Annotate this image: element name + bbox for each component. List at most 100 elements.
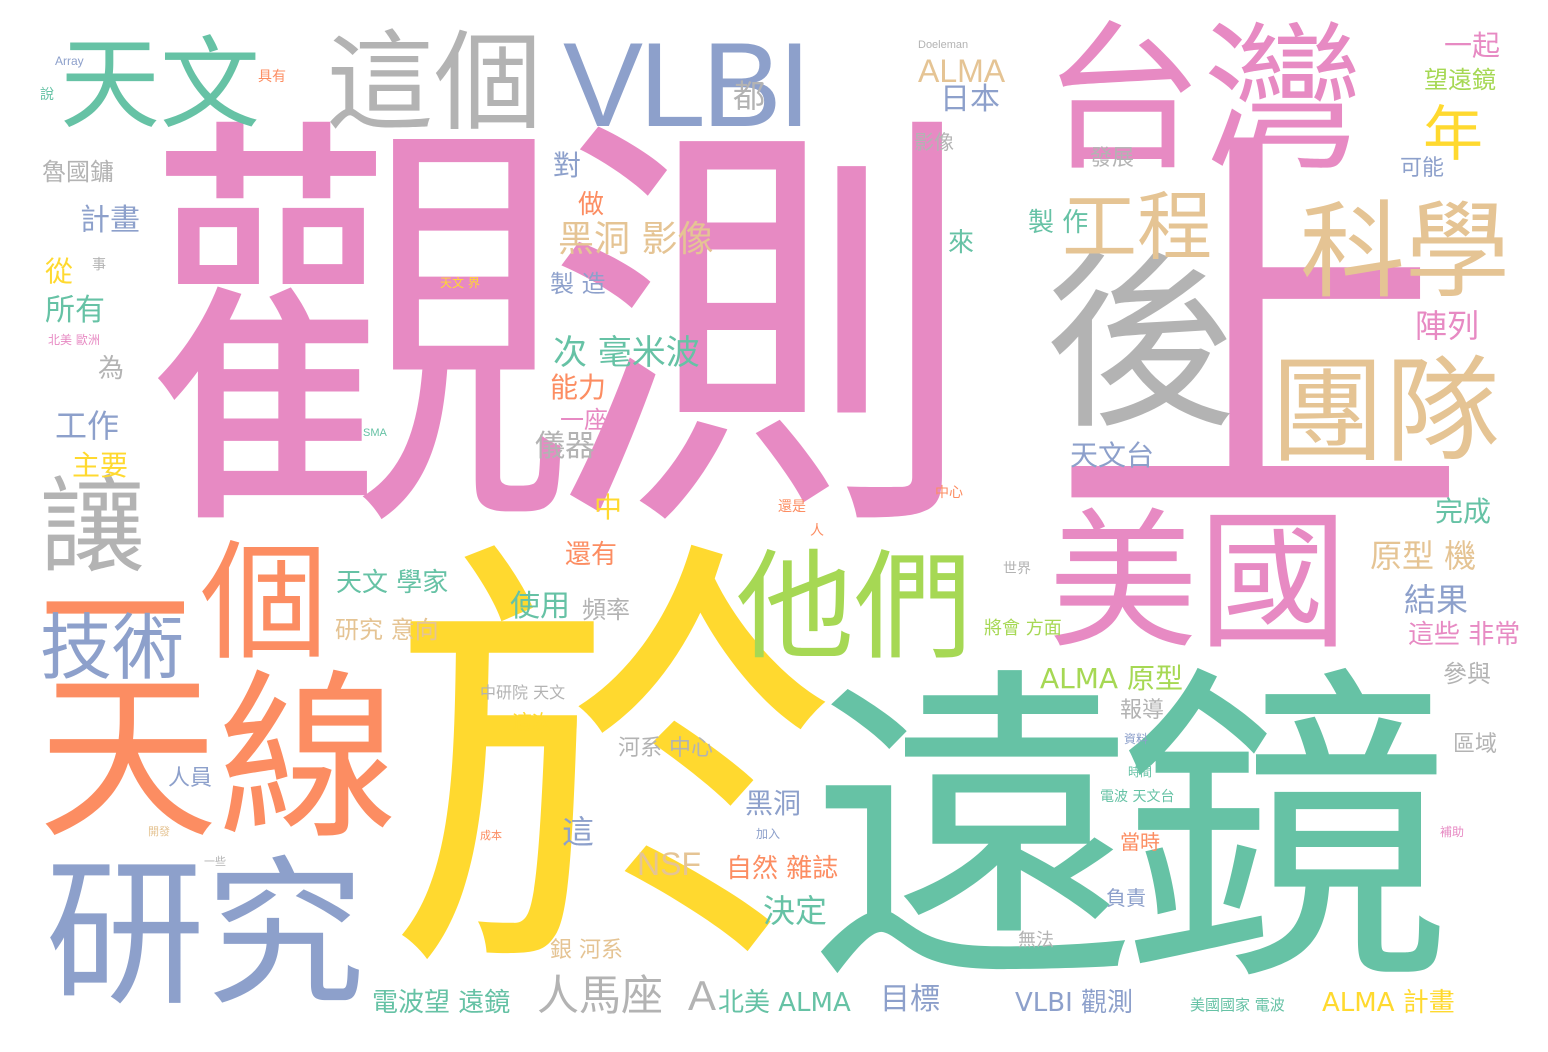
word-zhege: 這個 [326,21,543,146]
word-gongcheng: 工程 [1062,183,1213,271]
word-heidong: 黑洞 [745,787,802,820]
word-haishi: 還是 [778,499,806,515]
word-haiyou: 還有 [565,540,618,570]
word-shuo: 說 [40,87,54,103]
word-zheci: 這次 [512,710,552,734]
word-heidong-yingxiang: 黑洞 影像 [558,219,714,260]
word-alma-jihua: ALMA 計畫 [1322,988,1455,1018]
word-alma-top: ALMA [918,53,1006,89]
word-renyuan: 人員 [168,766,213,791]
word-yingxiang: 影像 [914,130,954,154]
word-ge: 個 [200,529,329,678]
word-yiqi2: 一起 [1444,29,1501,62]
word-renmazuo: 人馬座 [537,971,664,1020]
word-riben: 日本 [940,82,1000,117]
word-tianxian: 天線 [38,655,399,864]
word-alma-yuanxing: ALMA 原型 [1040,662,1183,695]
word-taiwan: 台灣 [1043,6,1364,193]
word-mubiao: 目標 [880,982,940,1017]
word-kaifa: 開發 [148,825,170,838]
word-wancheng: 完成 [1435,495,1492,528]
word-jianghui-fangmian: 將會 方面 [984,618,1062,639]
word-wangyuanjing: 望遠鏡 [1424,66,1496,94]
word-yanjiu: 研究 [45,841,366,1028]
word-jishu: 技術 [40,606,185,690]
word-shijie: 世界 [1003,561,1031,577]
word-hou: 後 [1045,234,1236,455]
word-yixie: 一些 [204,855,226,868]
word-zhong: 中 [594,491,623,524]
word-yiqi: 儀器 [535,429,595,464]
word-dianbo-wangyuanjing: 電波望 遠鏡 [372,988,511,1018]
word-fuze: 負責 [1106,886,1146,910]
word-array: Array [55,54,84,68]
word-nengli: 能力 [550,371,607,404]
word-vlbi-guance: VLBI 觀測 [1015,988,1134,1018]
word-meiguo-guojia: 美國國家 電波 [1190,996,1285,1014]
word-shiyong: 使用 [510,589,570,624]
word-shijian: 時間 [1128,765,1153,779]
word-dui: 對 [553,149,582,182]
word-ziliao: 資料 [1124,732,1149,746]
word-yuanxing-ji: 原型 機 [1370,537,1477,575]
word-zhizuo: 製 作 [1028,208,1089,238]
word-yin-hexi: 銀 河系 [550,938,623,963]
word-zhenlie: 陣列 [1415,307,1480,345]
word-cong: 從 [45,255,74,288]
word-zhe: 這 [562,813,595,851]
word-jihua: 計畫 [80,203,140,238]
word-beimei-alma: 北美 ALMA [718,988,851,1018]
word-baodao: 報導 [1120,698,1165,723]
word-chengben: 成本 [480,829,502,842]
word-tianwen: 天文 [60,26,260,143]
word-ren: 人 [810,523,824,539]
word-zhuyao: 主要 [72,449,129,482]
word-yu: 於 [388,508,838,1032]
word-jueding: 決定 [763,892,828,930]
word-fazhan: 發展 [1090,146,1135,171]
word-juyou: 具有 [258,69,286,85]
word-gongzuo: 工作 [55,407,120,445]
word-hexi-zhongxin: 河系 中心 [618,736,713,761]
word-vlbi: VLBI [563,18,811,152]
word-wufa: 無法 [1018,930,1054,951]
word-tamen: 他們 [736,538,973,676]
word-keneng: 可能 [1400,156,1445,181]
word-nian: 年 [1423,100,1483,170]
word-zhongxin: 中心 [935,485,963,501]
word-sma: SMA [363,427,387,439]
word-zhexie-feichang: 這些 非常 [1408,620,1521,650]
word-yuanjing: 遠鏡 [808,641,1450,1025]
word-a: A [688,972,717,1019]
word-wei: 為 [98,354,125,384]
word-ziran-zazhi: 自然 雜誌 [726,854,839,884]
word-yi: 一 [40,528,191,702]
word-tianwen-jie: 天文 界 [440,276,480,290]
word-zhongyanyuan: 中研院 天文 [480,683,566,702]
word-zuo: 做 [578,190,605,220]
word-doeleman: Doeleman [918,39,969,51]
word-quyu: 區域 [1453,732,1498,757]
word-lai: 來 [948,228,975,258]
word-canyu: 參與 [1443,660,1491,688]
word-nsf: NSF [637,846,701,882]
word-beimei-ouzhou: 北美 歐洲 [48,333,100,347]
word-dianbo-tianwentai: 電波 天文台 [1100,789,1175,805]
word-guance: 觀測 [145,85,975,585]
word-tianwen-xuejia: 天文 學家 [336,568,449,598]
word-luguojian: 魯國鏞 [42,158,114,186]
word-shang: 上 [1050,95,1470,584]
word-yanjiu-yixiang: 研究 意向 [335,616,439,644]
word-rang: 讓 [40,466,146,588]
word-shi: 事 [92,257,106,273]
word-tianwentai: 天文台 [1070,439,1155,472]
word-dou: 都 [733,77,766,115]
word-meiguo: 美國 [1048,496,1349,670]
word-pinlv: 頻率 [582,596,630,624]
word-suoyou: 所有 [45,293,105,328]
word-jiaru: 加入 [756,827,781,841]
word-buzhu: 補助 [1440,825,1465,839]
word-kexue: 科學 [1300,191,1511,313]
word-ci-haomibo: 次 毫米波 [553,333,700,373]
